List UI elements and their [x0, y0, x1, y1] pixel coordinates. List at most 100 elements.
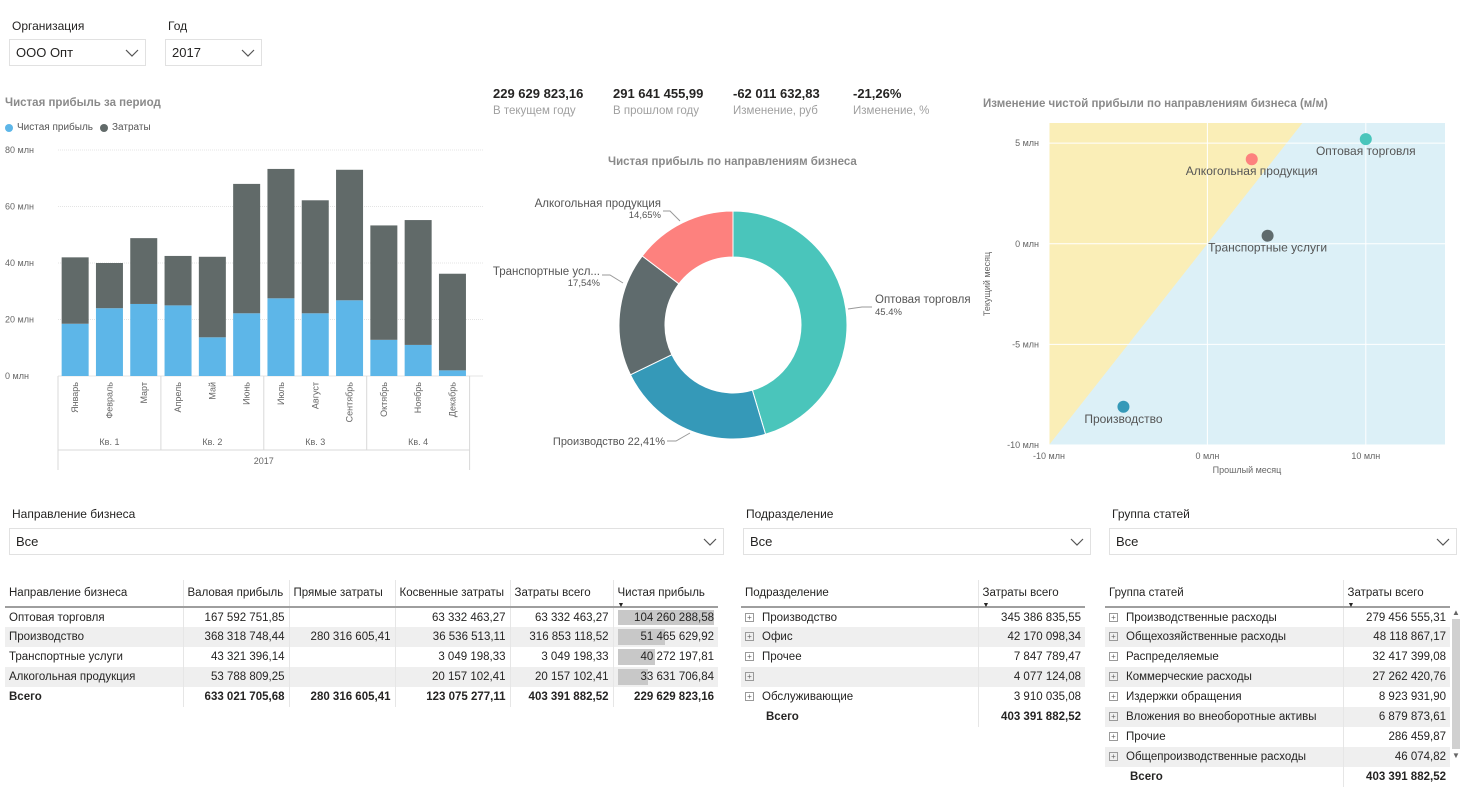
table-header[interactable]: Группа статей	[1105, 580, 1344, 608]
bar-costs[interactable]	[267, 168, 295, 299]
x-tick-label: 0 млн	[1195, 451, 1219, 461]
row-label-text: Прочие	[1126, 731, 1166, 743]
table-row[interactable]: Производство 368 318 748,44 280 316 605,41…	[5, 627, 718, 647]
bar-profit[interactable]	[61, 323, 89, 376]
table-header[interactable]: Направление бизнеса	[5, 580, 184, 608]
bar-profit[interactable]	[336, 300, 364, 376]
scroll-down-icon[interactable]: ▼	[1452, 751, 1460, 760]
table-row[interactable]: Транспортные услуги 43 321 396,14 3 049 19…	[5, 647, 718, 667]
table-header-sorted[interactable]: Чистая прибыль ▼	[613, 580, 718, 609]
scatter-chart-title: Изменение чистой прибыли по направлениям…	[983, 98, 1328, 110]
bar-profit[interactable]	[233, 313, 261, 376]
table-row[interactable]: + Офис 42 170 098,34	[741, 627, 1085, 647]
table-row[interactable]: +4 077 124,08	[741, 667, 1085, 687]
scatter-point[interactable]	[1261, 229, 1274, 242]
bar-costs[interactable]	[198, 256, 226, 338]
donut-slice[interactable]	[629, 354, 767, 440]
scrollbar-thumb[interactable]	[1452, 619, 1460, 749]
kpi-change-rub: -62 011 632,83 Изменение, руб	[733, 86, 820, 117]
table-row[interactable]: + Распределяемые 32 417 399,08	[1105, 647, 1450, 667]
table-row[interactable]: Алкогольная продукция 53 788 809,25 20 157…	[5, 667, 718, 687]
bar-costs[interactable]	[370, 225, 398, 340]
bar-costs[interactable]	[438, 273, 466, 371]
scatter-chart: 5 млн 0 млн -5 млн -10 млн-10 млн 0 млн 10 мл…	[982, 123, 1445, 475]
table-row[interactable]: + Производство 345 386 835,55	[741, 607, 1085, 627]
chevron-down-icon	[1436, 538, 1450, 546]
expand-icon[interactable]: +	[1109, 692, 1118, 702]
table-cell: 36 536 513,11	[395, 627, 511, 647]
table-scrollbar[interactable]: ▲ ▼	[1451, 608, 1461, 778]
donut-slice[interactable]	[641, 210, 734, 285]
table-row[interactable]: + Производственные расходы 279 456 555,31	[1105, 607, 1450, 627]
expand-icon[interactable]: +	[745, 692, 754, 702]
bar-costs[interactable]	[301, 200, 329, 314]
slicer-business-dropdown[interactable]: Все	[9, 528, 724, 555]
bar-profit[interactable]	[95, 308, 123, 376]
bar-profit[interactable]	[301, 313, 329, 376]
table-row[interactable]: + Обслуживающие 3 910 035,08	[741, 687, 1085, 707]
table-row[interactable]: + Прочие 286 459,87	[1105, 727, 1450, 747]
scatter-point-label: Алкогольная продукция	[1186, 164, 1318, 178]
expand-icon[interactable]: +	[1109, 732, 1118, 742]
scatter-point[interactable]	[1245, 153, 1258, 166]
slicer-division-dropdown[interactable]: Все	[743, 528, 1091, 555]
scroll-up-icon[interactable]: ▲	[1452, 608, 1460, 617]
bar-costs[interactable]	[336, 169, 364, 301]
expand-icon[interactable]: +	[745, 612, 754, 622]
table-row[interactable]: + Общехозяйственные расходы 48 118 867,17	[1105, 627, 1450, 647]
expand-icon[interactable]: +	[1109, 672, 1118, 682]
table-header[interactable]: Прямые затраты	[289, 580, 396, 608]
table-row[interactable]: + Издержки обращения 8 923 931,90	[1105, 687, 1450, 707]
expand-icon[interactable]: +	[1109, 652, 1118, 662]
expand-icon[interactable]: +	[745, 652, 754, 662]
scatter-point[interactable]	[1359, 133, 1372, 146]
bar-profit[interactable]	[164, 305, 192, 376]
row-label: Алкогольная продукция	[5, 667, 184, 687]
table-cell: 6 879 873,61	[1343, 707, 1450, 727]
table-header[interactable]: Косвенные затраты	[395, 580, 511, 608]
table-row[interactable]: + Общепроизводственные расходы 46 074,82	[1105, 747, 1450, 767]
bar-costs[interactable]	[130, 238, 158, 304]
table-cell: 4 077 124,08	[978, 667, 1085, 687]
bar-costs[interactable]	[404, 220, 432, 345]
donut-label-pct: 45.4%	[875, 307, 902, 318]
row-label-text: Обслуживающие	[762, 691, 854, 703]
y-tick-label: 20 млн	[5, 315, 34, 325]
expand-icon[interactable]: +	[1109, 752, 1118, 762]
table-header-sorted[interactable]: Затраты всего ▼	[978, 580, 1085, 609]
y-tick-label: 5 млн	[1015, 138, 1039, 148]
expand-icon[interactable]: +	[745, 672, 754, 682]
table-row[interactable]: Оптовая торговля 167 592 751,85 63 332 463…	[5, 607, 718, 627]
bar-profit[interactable]	[267, 298, 295, 376]
bar-profit[interactable]	[370, 339, 398, 376]
table-row[interactable]: + Коммерческие расходы 27 262 420,76	[1105, 667, 1450, 687]
scatter-point[interactable]	[1117, 400, 1130, 413]
legend-dot-costs	[100, 123, 108, 132]
table-row[interactable]: + Вложения во внеоборотные активы 6 879 87…	[1105, 707, 1450, 727]
expand-icon[interactable]: +	[1109, 712, 1118, 722]
bar-profit[interactable]	[438, 370, 466, 376]
bar-costs[interactable]	[233, 183, 261, 314]
y-tick-label: -10 млн	[1007, 440, 1039, 450]
table-row[interactable]: + Прочее 7 847 789,47	[741, 647, 1085, 667]
table-header[interactable]: Затраты всего	[510, 580, 614, 608]
bar-costs[interactable]	[61, 257, 89, 324]
donut-label-pct: 17,54%	[568, 278, 601, 289]
expand-icon[interactable]: +	[745, 632, 754, 642]
bar-costs[interactable]	[164, 255, 192, 306]
expand-icon[interactable]: +	[1109, 612, 1118, 622]
donut-slice[interactable]	[732, 210, 848, 435]
table-cell: 63 332 463,27	[395, 607, 511, 627]
org-dropdown[interactable]: ООО Опт	[9, 39, 146, 66]
bar-profit[interactable]	[130, 303, 158, 376]
bar-costs[interactable]	[95, 263, 123, 309]
table-header-sorted[interactable]: Затраты всего ▼	[1343, 580, 1450, 609]
expand-icon[interactable]: +	[1109, 632, 1118, 642]
table-header[interactable]: Подразделение	[741, 580, 979, 608]
kpi-value: -21,26%	[853, 86, 902, 101]
table-header[interactable]: Валовая прибыль	[183, 580, 290, 608]
year-dropdown[interactable]: 2017	[165, 39, 262, 66]
bar-profit[interactable]	[198, 337, 226, 376]
slicer-group-dropdown[interactable]: Все	[1109, 528, 1457, 555]
bar-profit[interactable]	[404, 344, 432, 376]
